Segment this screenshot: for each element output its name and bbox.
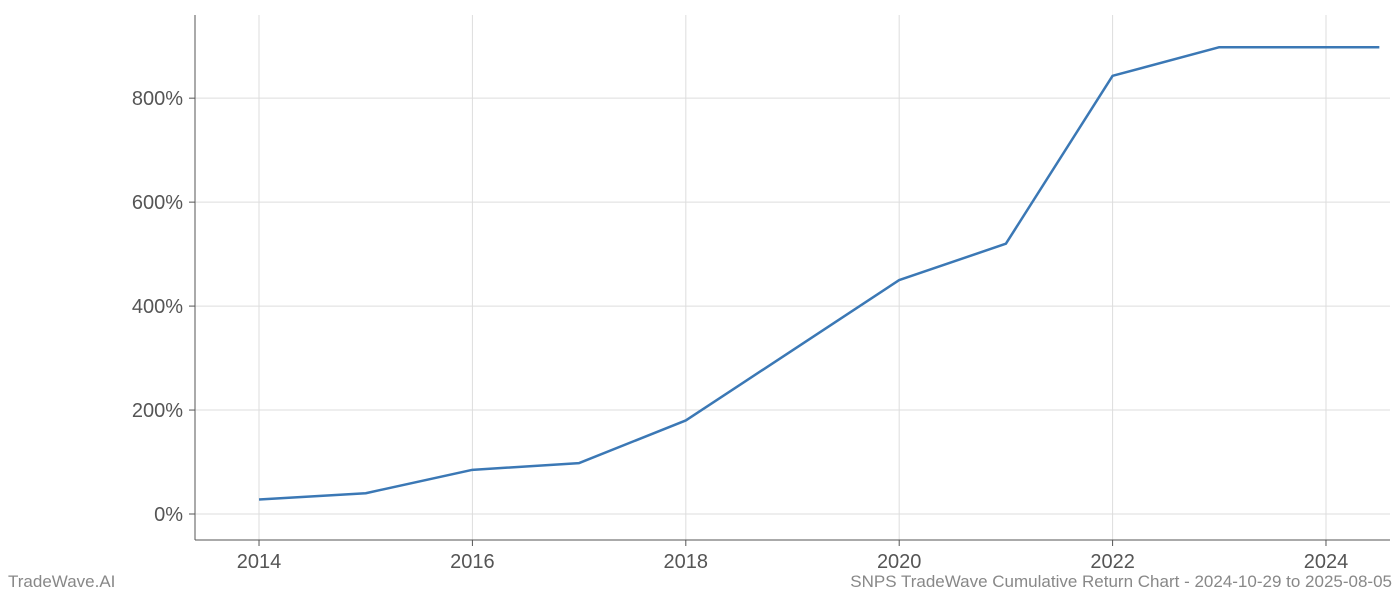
x-tick-label: 2022 — [1090, 551, 1135, 573]
footer-caption: SNPS TradeWave Cumulative Return Chart -… — [850, 572, 1392, 592]
footer-brand: TradeWave.AI — [8, 572, 115, 592]
series-cumulative-return — [259, 47, 1379, 499]
y-tick-label: 800% — [132, 88, 183, 110]
return-chart: 2014 2016 2018 2020 2022 2024 0% 200% 400% 600% 80… — [0, 0, 1400, 600]
y-tick-label: 400% — [132, 296, 183, 318]
x-tick-label: 2014 — [237, 551, 282, 573]
x-tick-label: 2018 — [664, 551, 709, 573]
x-tick-label: 2016 — [450, 551, 495, 573]
x-tick-label: 2024 — [1304, 551, 1349, 573]
y-tick-label: 200% — [132, 400, 183, 422]
x-tick-label: 2020 — [877, 551, 922, 573]
y-tick-label: 0% — [154, 504, 183, 526]
chart-svg: 2014 2016 2018 2020 2022 2024 0% 200% 400% 600% 80… — [0, 0, 1400, 600]
y-tick-label: 600% — [132, 192, 183, 214]
